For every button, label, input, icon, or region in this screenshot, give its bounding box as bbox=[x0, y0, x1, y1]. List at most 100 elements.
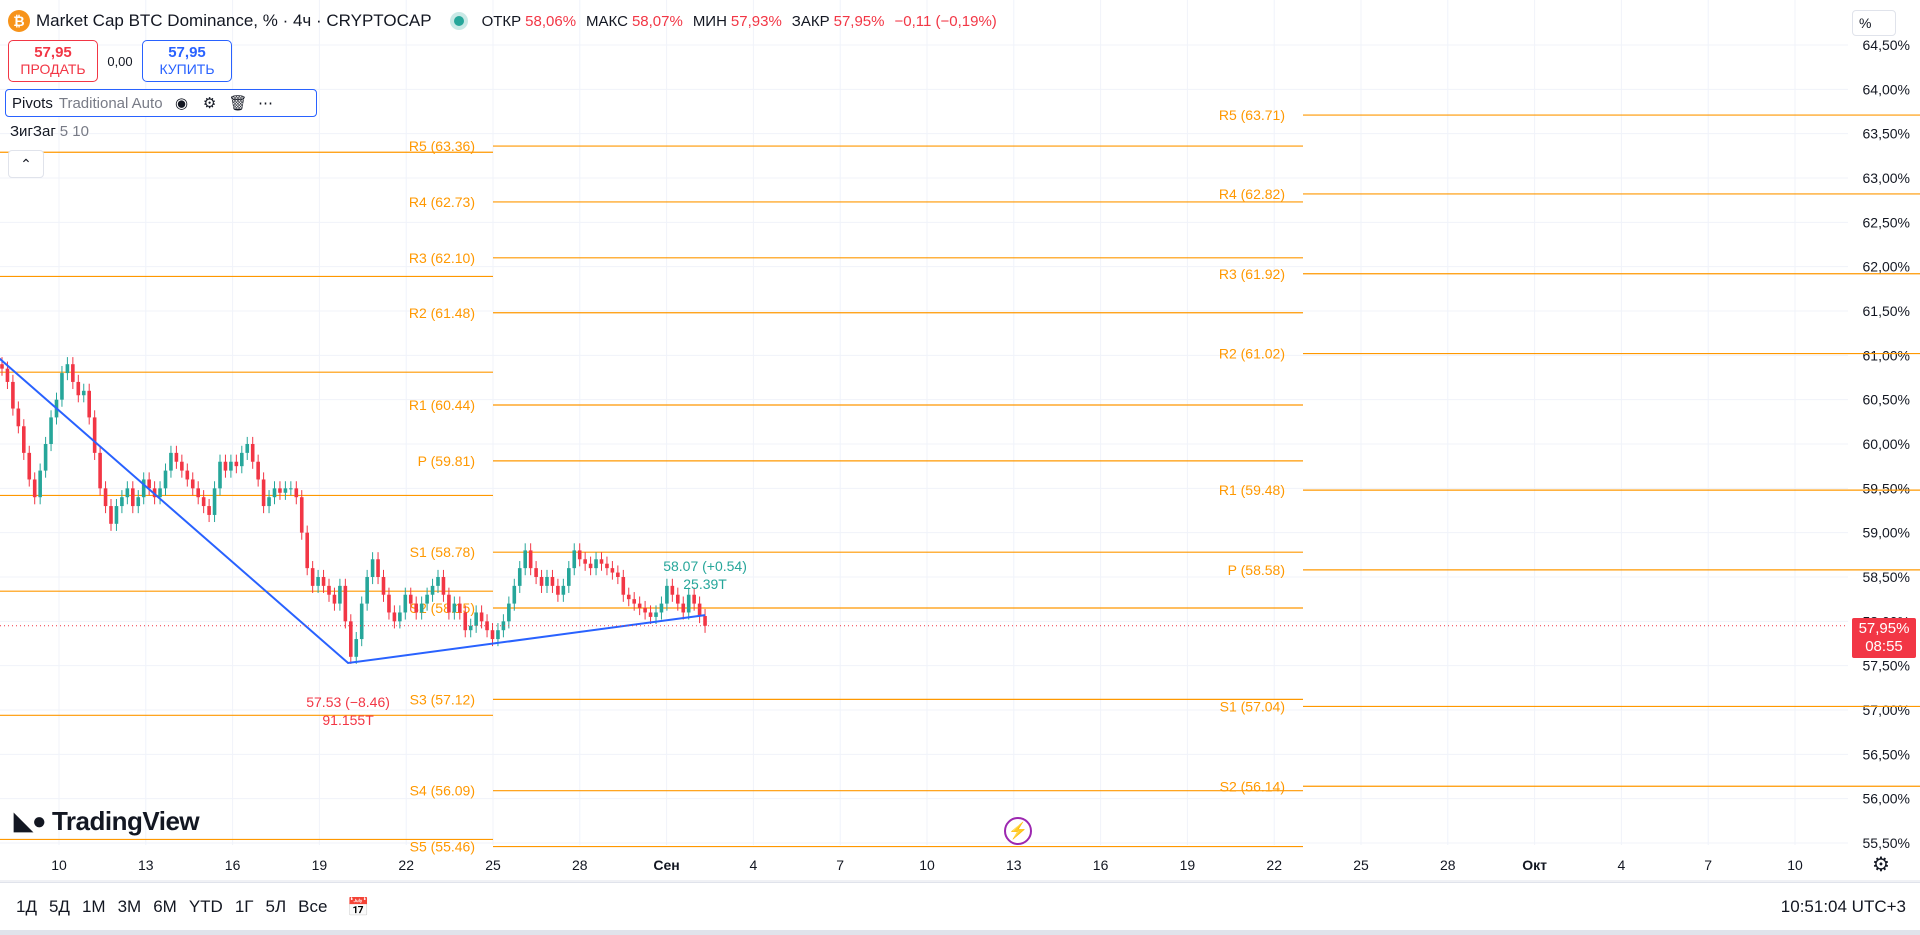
buy-button[interactable]: 57,95 КУПИТЬ bbox=[142, 40, 232, 82]
range-5d[interactable]: 5Д bbox=[48, 897, 70, 916]
candle-body bbox=[414, 603, 418, 613]
candle-body bbox=[572, 550, 577, 569]
candle-body bbox=[370, 559, 375, 577]
x-tick-label: 13 bbox=[138, 857, 154, 873]
eye-icon[interactable]: ◉ bbox=[175, 95, 189, 112]
clock[interactable]: 10:51:04 UTC+3 bbox=[1780, 897, 1906, 916]
candle-body bbox=[87, 390, 91, 418]
candle-body bbox=[234, 461, 239, 467]
range-1m[interactable]: 1М bbox=[81, 897, 106, 916]
candle-body bbox=[507, 603, 511, 622]
y-tick-label: 58,50% bbox=[1863, 569, 1910, 585]
candle-body bbox=[359, 603, 364, 640]
y-tick-label: 57,00% bbox=[1863, 702, 1910, 718]
candle-body bbox=[392, 612, 397, 622]
zigzag-volume-label: 25.39T bbox=[683, 576, 727, 592]
x-tick-label: 22 bbox=[1266, 857, 1282, 873]
candle-body bbox=[327, 585, 331, 595]
market-status-icon[interactable] bbox=[453, 16, 464, 26]
candle-body bbox=[583, 559, 587, 564]
candle-body bbox=[659, 603, 664, 613]
y-tick-label: 56,50% bbox=[1863, 746, 1910, 762]
candle-body bbox=[550, 577, 555, 586]
candle-body bbox=[158, 488, 162, 498]
x-tick-label: 13 bbox=[1006, 857, 1022, 873]
candle-body bbox=[250, 444, 255, 462]
y-tick-label: 60,00% bbox=[1863, 436, 1910, 452]
range-ytd[interactable]: YTD bbox=[188, 897, 223, 916]
candle-body bbox=[163, 470, 168, 489]
chart-settings-icon[interactable]: ⚙ bbox=[1872, 854, 1890, 876]
candle-body bbox=[681, 603, 686, 613]
candle-body bbox=[141, 479, 146, 498]
range-1d[interactable]: 1Д bbox=[16, 897, 37, 916]
candle-body bbox=[32, 479, 37, 498]
zigzag-label: 58.07 (+0.54) bbox=[663, 558, 747, 574]
candle-body bbox=[98, 452, 102, 489]
goto-date-icon[interactable]: 📅 bbox=[347, 896, 370, 917]
candle-body bbox=[697, 603, 702, 617]
pivot-label: P (58.58) bbox=[1228, 562, 1285, 578]
candle-body bbox=[496, 630, 500, 640]
candles bbox=[0, 357, 707, 664]
pivot-label: R5 (63.36) bbox=[409, 138, 475, 154]
y-tick-label: 62,50% bbox=[1863, 214, 1910, 230]
settings-icon[interactable]: ⚙ bbox=[202, 95, 217, 112]
candle-body bbox=[43, 444, 48, 471]
candle-body bbox=[120, 497, 124, 507]
candle-body bbox=[22, 426, 26, 453]
candle-body bbox=[136, 497, 141, 507]
lightning-icon[interactable]: ⚡ bbox=[1004, 817, 1032, 845]
candle-body bbox=[332, 594, 337, 604]
indicator-pivots[interactable]: Pivots Traditional Auto ◉ ⚙ 🗑 ⋯ bbox=[5, 89, 317, 117]
last-price-value: 57,95% bbox=[1858, 620, 1910, 637]
open-key: ОТКР bbox=[481, 12, 522, 30]
tradingview-logo[interactable]: ◣● TradingView bbox=[14, 806, 200, 836]
more-icon[interactable]: ⋯ bbox=[258, 95, 274, 112]
candle-body bbox=[321, 577, 326, 586]
sell-button[interactable]: 57,95 ПРОДАТЬ bbox=[8, 40, 98, 82]
candle-body bbox=[5, 368, 10, 382]
sell-price: 57,95 bbox=[34, 44, 72, 61]
range-3m[interactable]: 3М bbox=[117, 897, 142, 916]
collapse-legend-button[interactable]: ⌃ bbox=[8, 150, 44, 178]
trash-icon[interactable]: 🗑 bbox=[228, 95, 248, 112]
range-1y[interactable]: 1Г bbox=[234, 897, 254, 916]
candle-body bbox=[338, 585, 342, 604]
candle-body bbox=[49, 417, 53, 444]
candle-body bbox=[703, 616, 707, 626]
candle-body bbox=[545, 577, 549, 586]
y-tick-label: 63,00% bbox=[1863, 170, 1910, 186]
candle-body bbox=[343, 585, 348, 622]
indicator-zigzag[interactable]: ЗигЗаг 5 10 bbox=[10, 123, 89, 140]
price-chart[interactable]: 55,50%56,00%56,50%57,00%57,50%58,00%58,5… bbox=[0, 0, 1920, 882]
symbol-title[interactable]: Market Cap BTC Dominance, % · 4ч · CRYPT… bbox=[36, 11, 432, 30]
candle-body bbox=[109, 506, 113, 524]
candle-body bbox=[180, 461, 184, 471]
candle-body bbox=[92, 417, 97, 453]
range-all[interactable]: Все bbox=[298, 897, 328, 916]
range-5y[interactable]: 5Л bbox=[265, 897, 287, 916]
candle-body bbox=[670, 585, 675, 595]
candle-body bbox=[403, 594, 408, 613]
y-tick-label: 62,00% bbox=[1863, 259, 1910, 275]
candle-body bbox=[452, 603, 457, 613]
date-range-buttons: 1Д 5Д 1М 3М 6М YTD 1Г 5Л Все 📅 bbox=[10, 893, 370, 921]
indicator-params: Traditional Auto bbox=[58, 94, 163, 112]
candle-body bbox=[11, 381, 15, 409]
candle-body bbox=[605, 563, 609, 569]
candle-body bbox=[103, 488, 108, 507]
candle-body bbox=[686, 594, 691, 613]
x-tick-label: 16 bbox=[225, 857, 241, 873]
range-6m[interactable]: 6М bbox=[153, 897, 177, 916]
candle-body bbox=[501, 621, 506, 631]
x-tick-label: 4 bbox=[750, 857, 758, 873]
y-tick-label: 64,50% bbox=[1863, 37, 1910, 53]
zigzag-volume-label: 91.155T bbox=[322, 712, 374, 728]
axis-unit-button[interactable]: % bbox=[1852, 10, 1896, 36]
pivot-label: R3 (61.92) bbox=[1219, 266, 1285, 282]
pivot-label: R2 (61.02) bbox=[1219, 346, 1285, 362]
ohlc-values: ОТКР 58,06% МАКС 58,07% МИН 57,93% ЗАКР 57,9… bbox=[482, 13, 1003, 30]
buy-label: КУПИТЬ bbox=[159, 61, 215, 77]
tradingview-logo-mark: ◣● bbox=[14, 808, 46, 835]
